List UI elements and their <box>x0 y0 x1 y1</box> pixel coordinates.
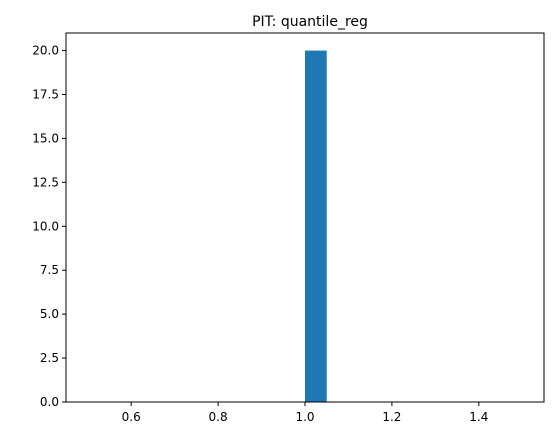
y-tick-label: 12.5 <box>32 175 59 189</box>
x-tick-label: 1.4 <box>469 410 488 424</box>
y-tick-label: 15.0 <box>32 131 59 145</box>
y-tick-label: 5.0 <box>40 307 59 321</box>
x-axis-ticks: 0.6 0.8 1.0 1.2 1.4 <box>122 402 488 424</box>
y-tick-label: 2.5 <box>40 351 59 365</box>
x-tick-label: 0.6 <box>122 410 141 424</box>
y-axis-ticks: 0.0 2.5 5.0 7.5 10.0 12.5 15.0 17.5 20.0 <box>32 44 66 409</box>
plot-frame <box>65 32 545 403</box>
x-tick-label: 1.0 <box>295 410 314 424</box>
x-tick-label: 0.8 <box>209 410 228 424</box>
x-tick-label: 1.2 <box>382 410 401 424</box>
histogram-bar <box>305 50 327 402</box>
y-tick-label: 20.0 <box>32 44 59 58</box>
y-tick-label: 7.5 <box>40 263 59 277</box>
y-tick-label: 17.5 <box>32 88 59 102</box>
y-tick-label: 10.0 <box>32 219 59 233</box>
chart-title: PIT: quantile_reg <box>252 14 368 30</box>
y-tick-label: 0.0 <box>40 395 59 409</box>
bars-group <box>305 50 327 402</box>
